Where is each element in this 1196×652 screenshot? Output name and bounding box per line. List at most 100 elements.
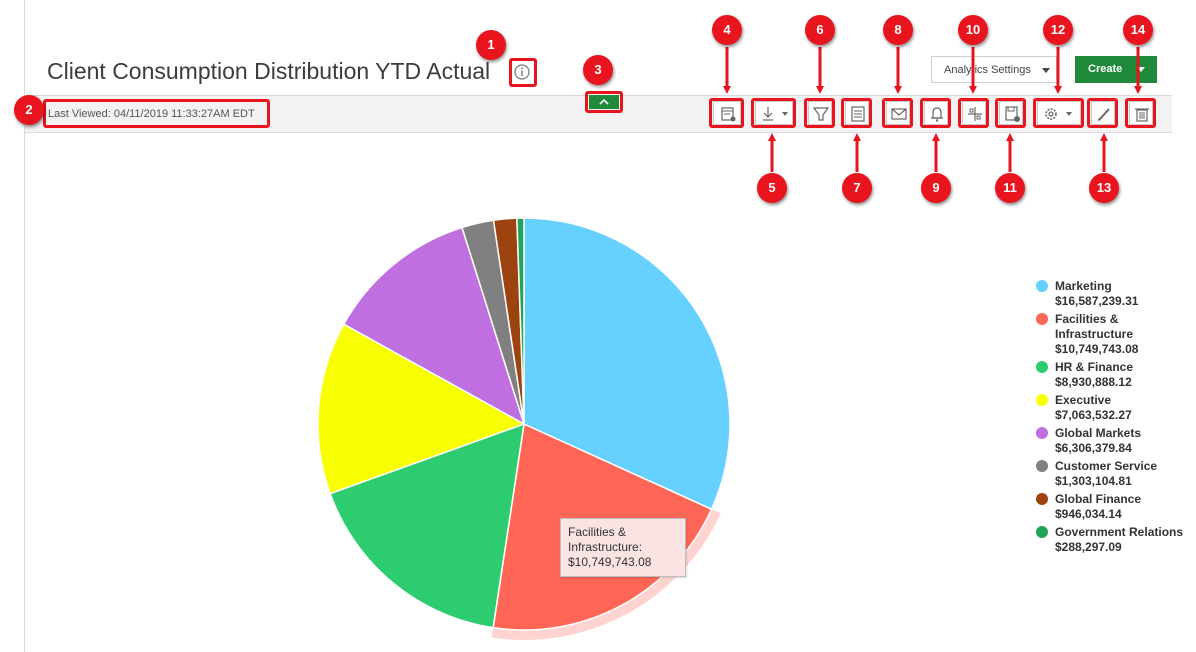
callout-10: 10 xyxy=(958,15,988,45)
callout-8: 8 xyxy=(883,15,913,45)
legend-item-government-relations[interactable]: Government Relations $288,297.09 xyxy=(1036,525,1186,555)
callout-13: 13 xyxy=(1089,173,1119,203)
legend-item-executive[interactable]: Executive $7,063,532.27 xyxy=(1036,393,1186,423)
legend-label: Global Markets xyxy=(1055,426,1142,440)
create-label: Create xyxy=(1088,63,1123,75)
legend-label: Executive xyxy=(1055,393,1112,407)
callout-5: 5 xyxy=(757,173,787,203)
highlight-box xyxy=(709,98,744,128)
callout-arrows xyxy=(723,47,1142,172)
analytics-settings-label: Analytics Settings xyxy=(944,64,1031,76)
download-button[interactable] xyxy=(755,101,793,125)
legend-label: Marketing xyxy=(1055,279,1112,293)
email-icon xyxy=(891,108,907,120)
pie-slice-marketing[interactable] xyxy=(523,217,731,511)
pie-slice-global-markets[interactable] xyxy=(342,226,526,426)
collapse-header-button[interactable] xyxy=(589,95,619,109)
legend-label: Global Finance xyxy=(1055,492,1142,506)
create-button[interactable]: Create xyxy=(1075,56,1157,83)
edit-pencil-icon xyxy=(1098,108,1110,121)
highlight-box xyxy=(804,98,835,128)
filter-icon xyxy=(812,107,830,121)
legend-item-customer-service[interactable]: Customer Service $1,303,104.81 xyxy=(1036,459,1186,489)
legend-swatch xyxy=(1036,280,1048,292)
pie-chart xyxy=(317,217,731,640)
pie-slice-government-relations[interactable] xyxy=(516,217,525,425)
highlight-box xyxy=(920,98,951,128)
highlight-box xyxy=(43,99,270,128)
view-data-button[interactable] xyxy=(713,101,741,125)
legend-swatch xyxy=(1036,460,1048,472)
report-panel xyxy=(24,0,1196,652)
legend-label: Customer Service xyxy=(1055,459,1158,473)
callout-4: 4 xyxy=(712,15,742,45)
legend-item-hr-finance[interactable]: HR & Finance $8,930,888.12 xyxy=(1036,360,1186,390)
legend-value: $946,034.14 xyxy=(1055,507,1122,521)
highlight-box xyxy=(751,98,796,128)
callout-2: 2 xyxy=(14,95,44,125)
legend-value: $6,306,379.84 xyxy=(1055,441,1132,455)
legend-swatch xyxy=(1036,394,1048,406)
legend-label: HR & Finance xyxy=(1055,360,1134,374)
highlight-box xyxy=(1125,98,1156,128)
pie-slice-executive[interactable] xyxy=(317,323,526,495)
email-button[interactable] xyxy=(886,101,910,125)
highlight-box xyxy=(958,98,989,128)
legend-value: $16,587,239.31 xyxy=(1055,294,1139,308)
view-data-icon xyxy=(721,107,736,122)
callout-14: 14 xyxy=(1123,15,1153,45)
legend-value: $10,749,743.08 xyxy=(1055,342,1139,356)
settings-button[interactable] xyxy=(1037,101,1081,125)
legend-value: $8,930,888.12 xyxy=(1055,375,1132,389)
legend-swatch xyxy=(1036,493,1048,505)
chevron-up-icon xyxy=(599,98,609,105)
callout-7: 7 xyxy=(842,173,872,203)
last-viewed-timestamp: Last Viewed: 04/11/2019 11:33:27AM EDT xyxy=(48,108,255,120)
callout-3: 3 xyxy=(583,55,613,85)
legend-item-global-finance[interactable]: Global Finance $946,034.14 xyxy=(1036,492,1186,522)
filter-button[interactable] xyxy=(808,101,832,125)
callout-6: 6 xyxy=(805,15,835,45)
highlight-box xyxy=(585,91,623,113)
legend-label: Government Relations xyxy=(1055,525,1184,539)
edit-button[interactable] xyxy=(1091,101,1115,125)
highlight-box xyxy=(509,58,537,87)
legend-value: $1,303,104.81 xyxy=(1055,474,1132,488)
delete-trash-icon xyxy=(1135,108,1149,122)
legend-value: $7,063,532.27 xyxy=(1055,408,1132,422)
link-button[interactable] xyxy=(962,101,986,125)
highlight-box xyxy=(882,98,913,128)
settings-gear-icon xyxy=(1045,108,1072,120)
link-icon xyxy=(968,107,982,121)
legend-swatch xyxy=(1036,361,1048,373)
legend-item-facilities-infrastructure[interactable]: Facilities & Infrastructure $10,749,743.0… xyxy=(1036,312,1186,357)
notes-button[interactable] xyxy=(845,101,869,125)
callout-1: 1 xyxy=(476,30,506,60)
legend-label: Facilities & Infrastructure xyxy=(1055,312,1134,341)
highlight-box xyxy=(1087,98,1118,128)
legend-item-marketing[interactable]: Marketing $16,587,239.31 xyxy=(1036,279,1186,309)
chevron-down-icon xyxy=(1042,68,1050,73)
alert-bell-icon xyxy=(931,107,943,122)
legend-swatch xyxy=(1036,526,1048,538)
page-title: Client Consumption Distribution YTD Actu… xyxy=(47,58,491,84)
chevron-down-icon xyxy=(1137,67,1145,72)
legend-swatch xyxy=(1036,313,1048,325)
delete-button[interactable] xyxy=(1129,101,1153,125)
chart-tooltip: Facilities & Infrastructure: $10,749,743… xyxy=(560,518,686,577)
tooltip-label: Facilities & Infrastructure: xyxy=(568,525,643,554)
analytics-settings-dropdown[interactable]: Analytics Settings xyxy=(931,56,1057,83)
info-button[interactable] xyxy=(510,59,534,85)
pie-slice-hr-finance[interactable] xyxy=(329,422,525,629)
save-button[interactable] xyxy=(999,101,1023,125)
callout-12: 12 xyxy=(1043,15,1073,45)
highlight-box xyxy=(1033,98,1084,128)
highlight-box xyxy=(841,98,872,128)
info-icon xyxy=(514,64,530,80)
highlight-box xyxy=(995,98,1026,128)
chart-legend: Marketing $16,587,239.31 Facilities & Infr… xyxy=(1036,279,1186,558)
save-icon xyxy=(1005,106,1020,122)
alert-button[interactable] xyxy=(924,101,948,125)
legend-item-global-markets[interactable]: Global Markets $6,306,379.84 xyxy=(1036,426,1186,456)
download-icon xyxy=(763,107,788,121)
